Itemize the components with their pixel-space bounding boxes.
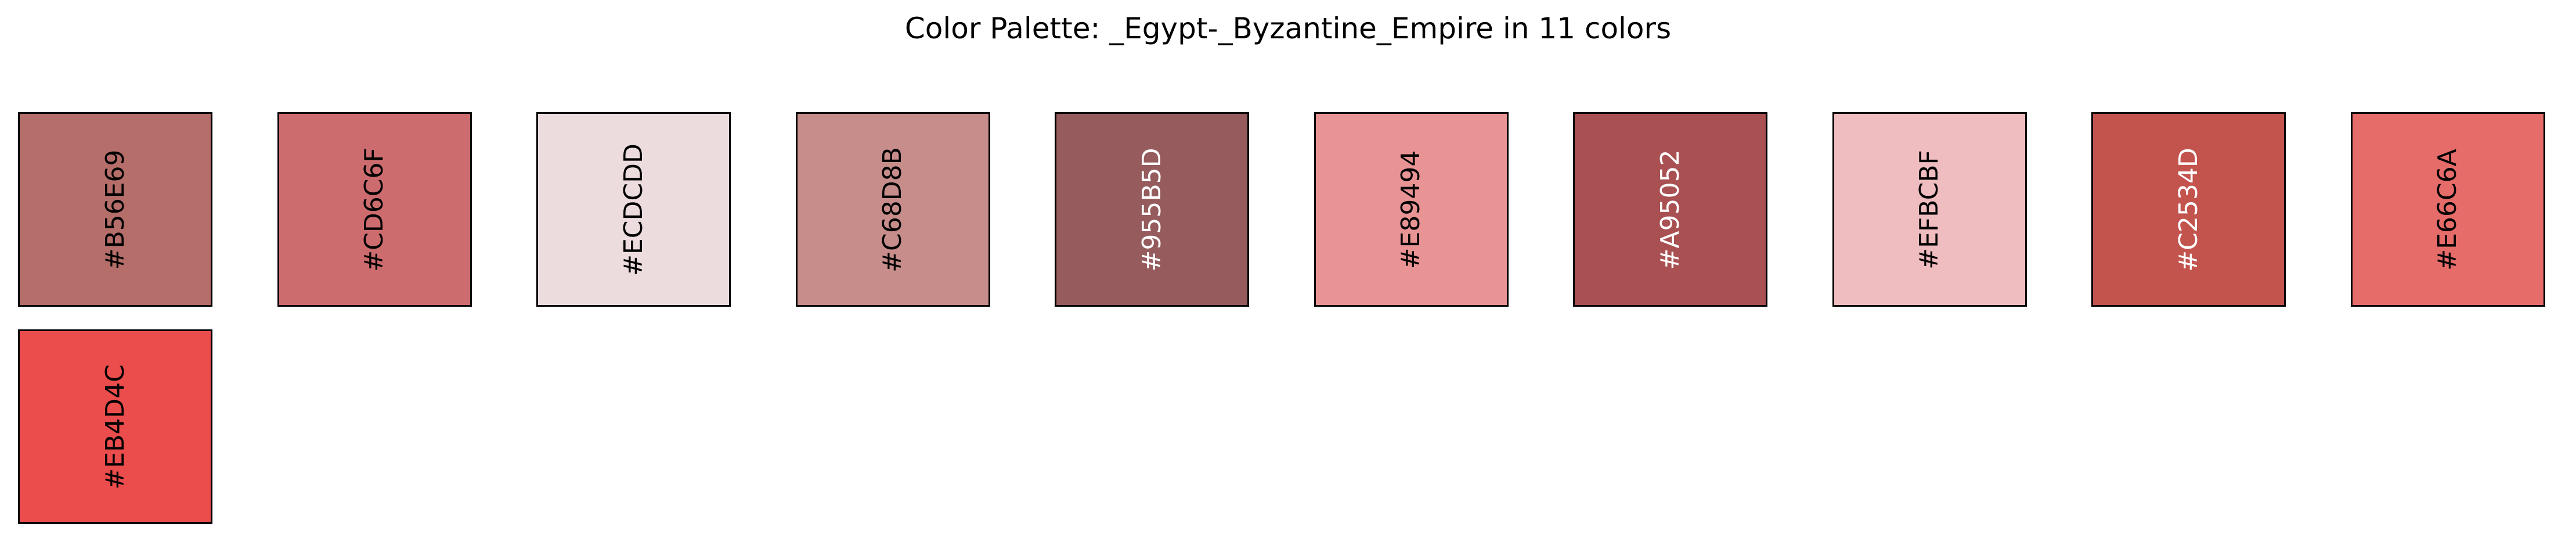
swatch-hex-label: #955B5D [1137,148,1167,271]
swatch-hex-label: #EFBCBF [1914,149,1944,270]
swatch-hex-label: #CD6C6F [359,147,389,272]
color-swatch: #955B5D [1055,112,1249,307]
color-swatch: #EFBCBF [1832,112,2027,307]
chart-title: Color Palette: _Egypt-_Byzantine_Empire … [904,12,1672,45]
color-swatch: #C2534D [2091,112,2286,307]
color-swatch: #E89494 [1314,112,1509,307]
swatch-hex-label: #C68D8B [878,146,907,272]
swatch-hex-label: #C2534D [2173,147,2203,272]
color-swatch: #E66C6A [2350,112,2545,307]
swatch-hex-label: #A95052 [1655,149,1685,270]
swatch-hex-label: #ECDCDD [618,143,648,276]
color-swatch: #EB4D4C [18,329,212,524]
color-swatch: #CD6C6F [277,112,472,307]
color-swatch: #A95052 [1573,112,1767,307]
swatch-hex-label: #E66C6A [2433,148,2462,271]
swatch-hex-label: #EB4D4C [100,364,130,490]
swatch-hex-label: #B56E69 [100,149,130,270]
color-swatch: #B56E69 [18,112,212,307]
swatch-hex-label: #E89494 [1396,150,1426,269]
color-swatch: #ECDCDD [536,112,731,307]
color-swatch: #C68D8B [795,112,990,307]
